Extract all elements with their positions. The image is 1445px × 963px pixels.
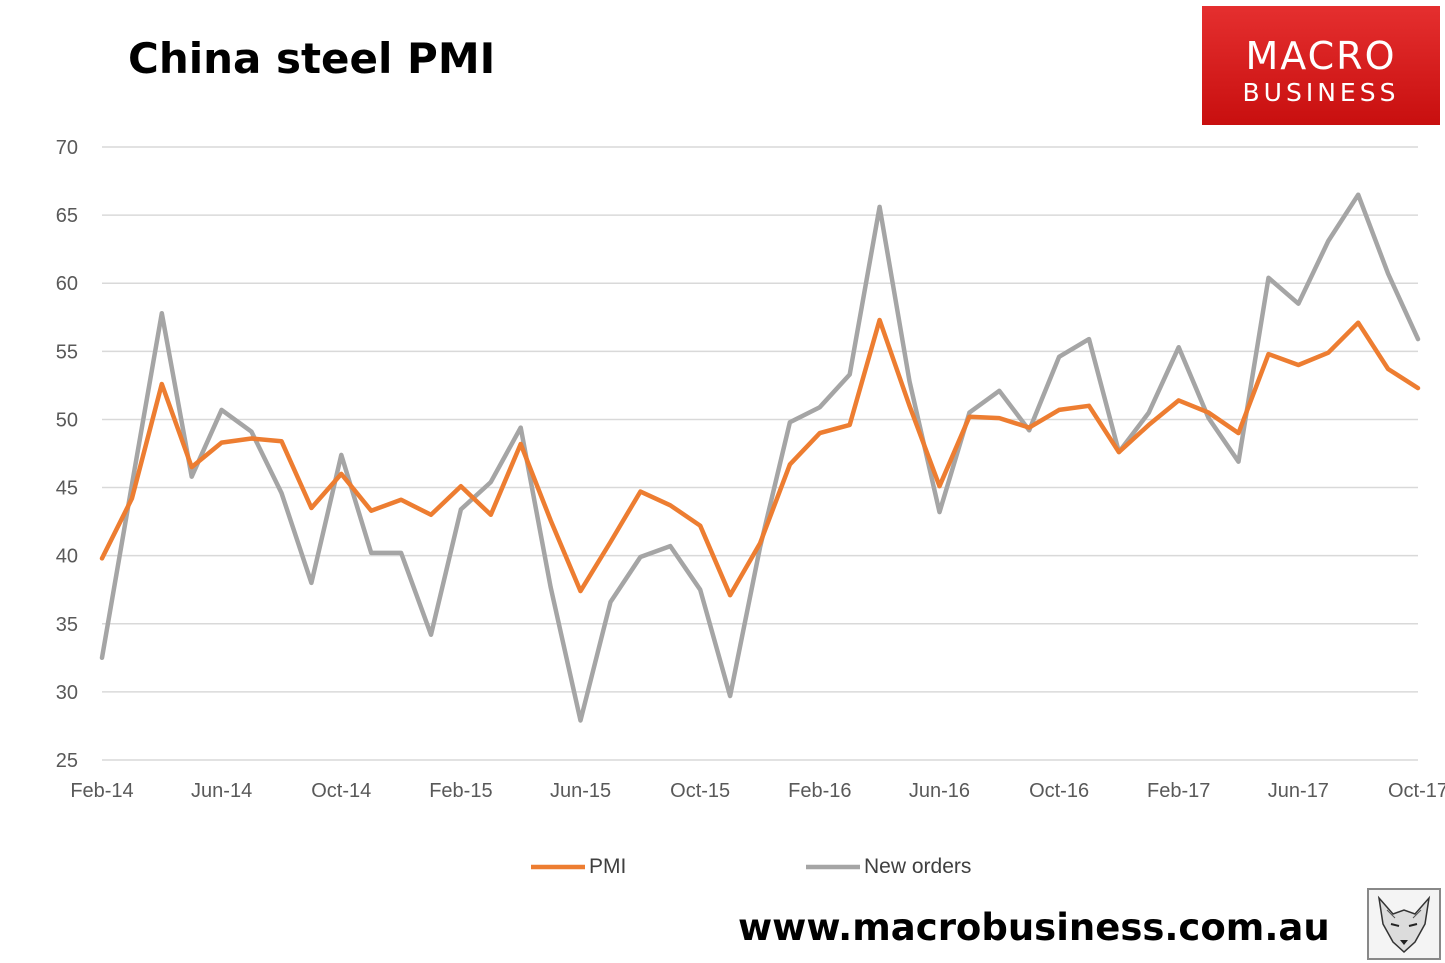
y-tick-label: 60 — [56, 273, 78, 295]
x-tick-label: Jun-17 — [1268, 780, 1329, 802]
legend-label-pmi: PMI — [589, 855, 627, 878]
y-tick-label: 30 — [56, 682, 78, 704]
logo-line-2: BUSINESS — [1242, 78, 1400, 107]
chart-title: China steel PMI — [128, 34, 496, 83]
x-tick-label: Feb-14 — [70, 780, 133, 802]
x-tick-label: Jun-16 — [909, 780, 970, 802]
x-tick-label: Oct-14 — [311, 780, 371, 802]
y-tick-label: 50 — [56, 409, 78, 431]
y-tick-label: 35 — [56, 614, 78, 636]
macrobusiness-logo: MACRO BUSINESS — [1202, 6, 1440, 125]
y-tick-label: 65 — [56, 205, 78, 227]
x-tick-label: Oct-15 — [670, 780, 730, 802]
series-line-pmi — [99, 317, 1421, 598]
x-tick-label: Oct-17 — [1388, 780, 1445, 802]
y-tick-label: 40 — [56, 546, 78, 568]
y-tick-label: 55 — [56, 341, 78, 363]
x-tick-label: Feb-17 — [1147, 780, 1210, 802]
y-tick-label: 25 — [56, 750, 78, 772]
logo-line-1: MACRO — [1245, 34, 1397, 78]
legend-label-new-orders: New orders — [864, 855, 972, 878]
series-line-new-orders — [99, 192, 1421, 723]
footer-url: www.macrobusiness.com.au — [738, 906, 1330, 949]
fox-logo-icon — [1367, 888, 1441, 960]
x-tick-label: Feb-16 — [788, 780, 851, 802]
y-tick-label: 45 — [56, 478, 78, 500]
x-tick-label: Oct-16 — [1029, 780, 1089, 802]
x-tick-label: Jun-15 — [550, 780, 611, 802]
x-tick-label: Jun-14 — [191, 780, 252, 802]
y-tick-label: 70 — [56, 137, 78, 159]
x-tick-label: Feb-15 — [429, 780, 492, 802]
